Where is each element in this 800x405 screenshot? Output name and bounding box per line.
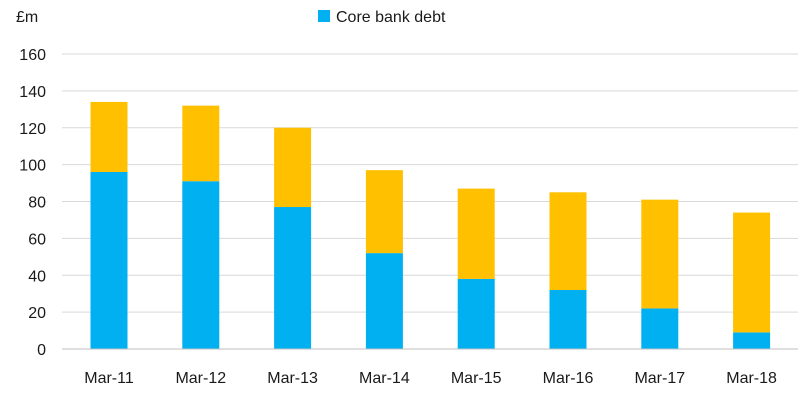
x-tick-label: Mar-16 — [543, 370, 594, 387]
bar-segment — [733, 212, 771, 333]
bar-core-bank-debt — [182, 181, 220, 349]
bar-core-bank-debt — [365, 253, 403, 349]
bar-core-bank-debt — [274, 207, 312, 349]
y-tick-label: 140 — [19, 84, 46, 101]
legend: Core bank debt — [318, 9, 446, 26]
x-tick-label: Mar-12 — [175, 370, 226, 387]
y-tick-label: 160 — [19, 47, 46, 64]
x-tick-label: Mar-14 — [359, 370, 410, 387]
bar-core-bank-debt — [90, 172, 128, 349]
x-tick-label: Mar-17 — [634, 370, 685, 387]
bar-segment — [274, 127, 312, 208]
y-tick-label: 20 — [28, 305, 46, 322]
bar-segment — [641, 199, 679, 309]
y-axis-unit: £m — [16, 9, 38, 26]
bar-segment — [549, 192, 587, 290]
y-tick-label: 60 — [28, 231, 46, 248]
bar-segment — [457, 188, 495, 279]
bar-segment — [365, 170, 403, 254]
legend-swatch-core-bank-debt — [318, 10, 330, 22]
x-axis-ticks: Mar-11 Mar-12 Mar-13 Mar-14 Mar-15 Mar-16 Mar-… — [84, 370, 777, 387]
y-tick-label: 120 — [19, 121, 46, 138]
y-axis-ticks: 0 20 40 60 80 100 120 140 160 — [19, 47, 46, 359]
bar-core-bank-debt — [457, 278, 495, 349]
bar-core-bank-debt — [733, 332, 771, 349]
bar-segment — [182, 105, 220, 182]
bar-core-bank-debt — [549, 290, 587, 349]
x-tick-label: Mar-15 — [451, 370, 502, 387]
gridlines — [62, 53, 798, 313]
bars — [90, 101, 771, 349]
y-tick-label: 40 — [28, 268, 46, 285]
y-tick-label: 0 — [37, 342, 46, 359]
legend-label-core-bank-debt: Core bank debt — [336, 9, 446, 26]
y-tick-label: 100 — [19, 158, 46, 175]
bar-core-bank-debt — [641, 308, 679, 349]
bar-segment — [90, 101, 128, 172]
y-tick-label: 80 — [28, 195, 46, 212]
x-tick-label: Mar-13 — [267, 370, 318, 387]
x-tick-label: Mar-11 — [84, 370, 134, 387]
x-tick-label: Mar-18 — [726, 370, 777, 387]
